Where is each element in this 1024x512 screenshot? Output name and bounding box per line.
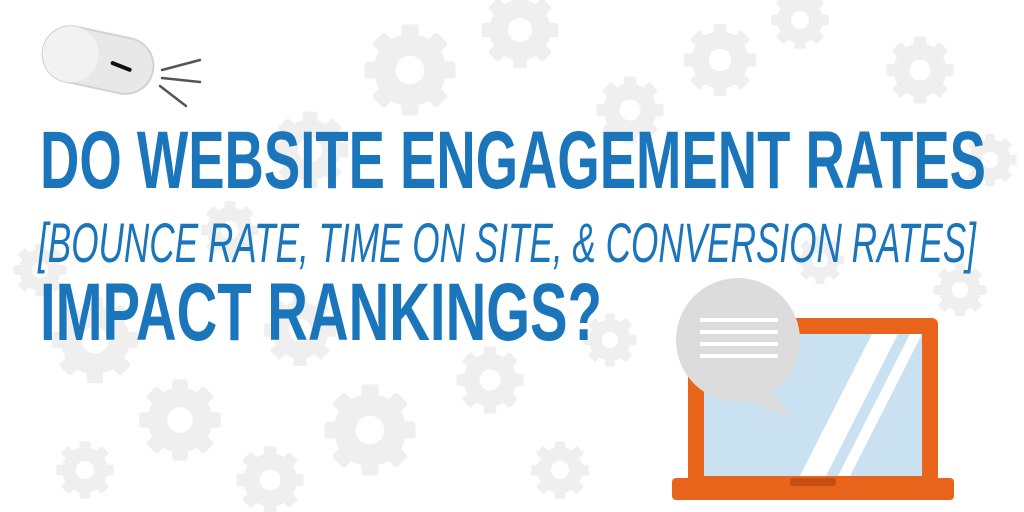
headline-line-3: IMPACT RANKINGS? xyxy=(40,267,602,358)
headline-line-2: [BOUNCE RATE, TIME ON SITE, & CONVERSION… xyxy=(37,211,977,274)
speech-bubble-icon xyxy=(676,278,800,418)
headline-line-1: DO WEBSITE ENGAGEMENT RATES xyxy=(40,115,986,206)
mouse-icon xyxy=(41,25,202,108)
